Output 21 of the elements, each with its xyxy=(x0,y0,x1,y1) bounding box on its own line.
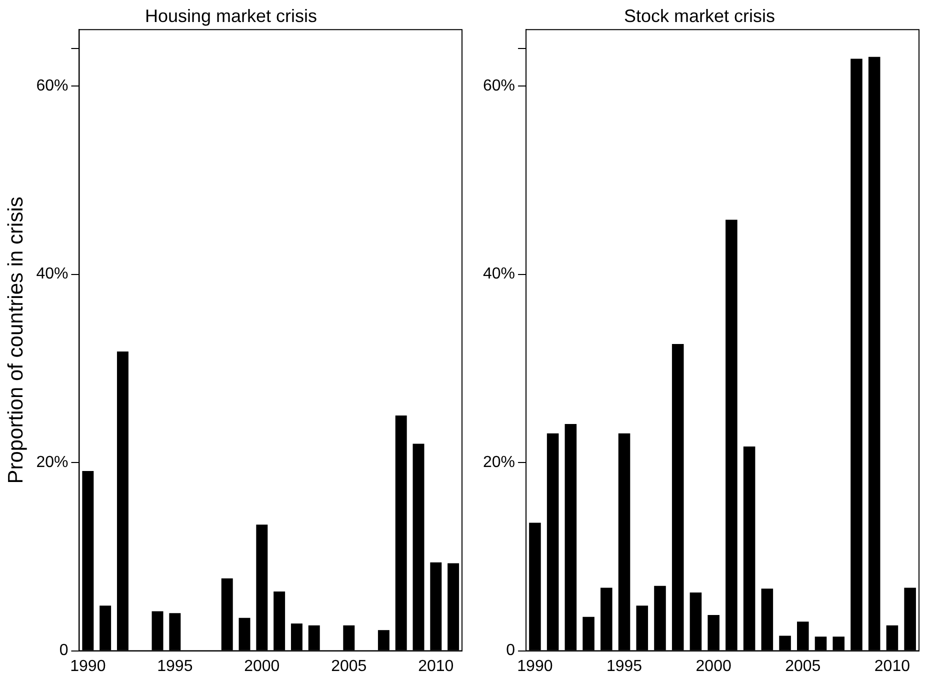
chart-title: Stock market crisis xyxy=(624,6,776,26)
x-tick-label: 2005 xyxy=(331,658,367,675)
x-tick-label: 2000 xyxy=(244,658,280,675)
y-tick-label: 40% xyxy=(36,266,68,283)
x-tick-label: 2005 xyxy=(785,658,821,675)
x-tick-label: 1995 xyxy=(157,658,193,675)
x-tick-label: 1995 xyxy=(606,658,642,675)
y-tick-label: 0 xyxy=(506,642,516,660)
y-tick-label: 0 xyxy=(59,642,68,660)
x-tick-label: 2010 xyxy=(418,658,454,675)
y-tick-label: 60% xyxy=(36,77,68,94)
y-axis-title: Proportion of countries in crisis xyxy=(4,196,28,484)
x-tick-label: 2000 xyxy=(696,658,732,675)
y-tick-label: 20% xyxy=(36,454,68,471)
x-tick-label: 2010 xyxy=(874,658,910,675)
x-tick-label: 1990 xyxy=(517,658,553,675)
y-tick-label: 40% xyxy=(482,266,516,283)
x-tick-label: 1990 xyxy=(70,658,106,675)
y-tick-label: 20% xyxy=(482,454,516,471)
y-tick-label: 60% xyxy=(482,77,516,94)
chart-title: Housing market crisis xyxy=(144,6,318,26)
